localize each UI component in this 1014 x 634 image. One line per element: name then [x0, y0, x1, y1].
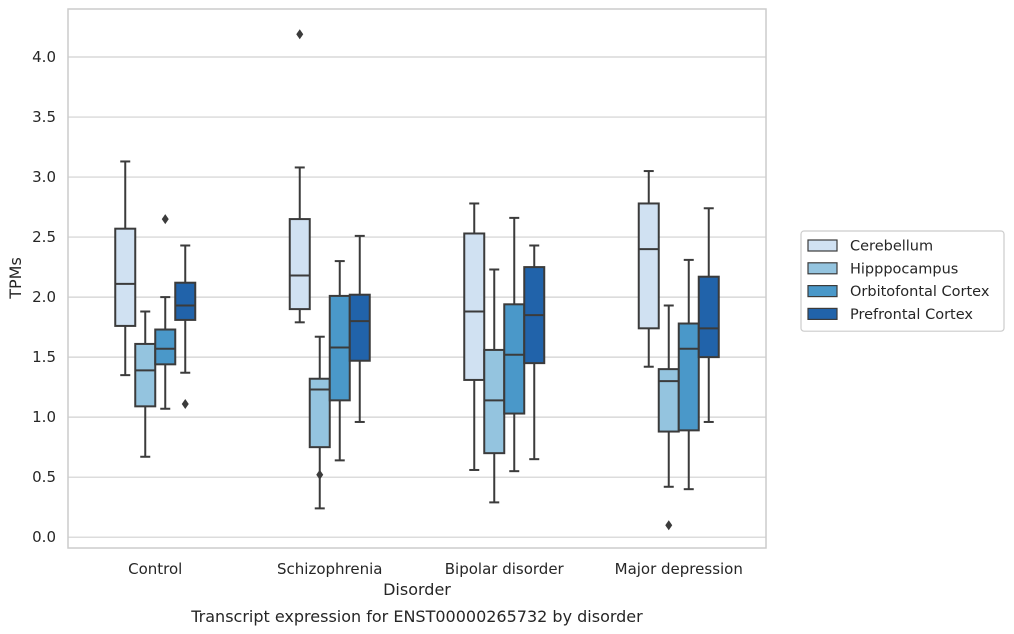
box-orbitofontal-cortex-major-depression — [677, 258, 700, 491]
box-iqr — [637, 202, 660, 330]
y-tick-label: 3.5 — [32, 108, 56, 126]
box-cerebellum-control — [114, 160, 137, 377]
outlier-point — [296, 29, 304, 40]
y-axis-ticks: 0.0 0.5 1.0 1.5 2.0 2.5 3.0 3.5 4.0 — [32, 48, 56, 546]
y-tick-label: 4.0 — [32, 48, 56, 66]
legend-swatch — [807, 262, 838, 275]
legend-label: Cerebellum — [850, 239, 933, 255]
box-iqr — [308, 377, 331, 449]
plot-area-frame — [67, 8, 767, 549]
x-axis-ticks: Control Schizophrenia Bipolar disorder Majo… — [128, 560, 743, 578]
box-orbitofontal-cortex-bipolar-disorder — [503, 216, 526, 473]
box-iqr — [503, 303, 526, 415]
box-cerebellum-bipolar-disorder — [463, 202, 486, 471]
y-axis-title: TPMs — [6, 257, 25, 300]
box-hipppocampus-control — [134, 310, 157, 458]
legend: Cerebellum Hipppocampus Orbitofontal Corte… — [800, 230, 1005, 332]
y-tick-label: 1.0 — [32, 408, 56, 426]
box-iqr — [174, 281, 197, 321]
y-tick-label: 2.5 — [32, 228, 56, 246]
series-orbitofontal-cortex — [154, 214, 700, 491]
outlier-point — [161, 214, 169, 225]
chart-caption: Transcript expression for ENST0000026573… — [190, 607, 643, 626]
gridlines — [68, 56, 766, 538]
box-orbitofontal-cortex-control — [154, 214, 177, 410]
legend-item-prefrontal-cortex: Prefrontal Cortex — [807, 307, 973, 323]
legend-label: Prefrontal Cortex — [850, 307, 973, 323]
box-prefrontal-cortex-bipolar-disorder — [523, 244, 546, 461]
x-axis-title: Disorder — [383, 580, 451, 599]
box-iqr — [114, 227, 137, 327]
box-prefrontal-cortex-control — [174, 244, 197, 409]
legend-item-hipppocampus: Hipppocampus — [807, 261, 958, 277]
y-tick-label: 1.5 — [32, 348, 56, 366]
legend-swatch — [807, 307, 838, 320]
box-hipppocampus-schizophrenia — [308, 335, 331, 510]
y-tick-label: 0.5 — [32, 468, 56, 486]
box-iqr — [154, 328, 177, 366]
box-prefrontal-cortex-major-depression — [697, 207, 720, 423]
box-iqr — [697, 275, 720, 359]
x-tick-label: Major depression — [615, 560, 743, 578]
box-iqr — [483, 348, 506, 455]
outlier-point — [665, 520, 673, 531]
y-tick-label: 2.0 — [32, 288, 56, 306]
x-tick-label: Schizophrenia — [277, 560, 382, 578]
legend-label: Orbitofontal Cortex — [850, 284, 990, 300]
y-tick-label: 0.0 — [32, 528, 56, 546]
box-series-group — [114, 29, 720, 531]
legend-frame — [800, 230, 1005, 332]
box-iqr — [288, 218, 311, 311]
box-orbitofontal-cortex-schizophrenia — [328, 260, 351, 462]
legend-swatch — [807, 285, 838, 298]
series-prefrontal-cortex — [174, 207, 720, 461]
y-tick-label: 3.0 — [32, 168, 56, 186]
outlier-point — [316, 469, 324, 480]
legend-item-orbitofontal-cortex: Orbitofontal Cortex — [807, 284, 990, 300]
box-iqr — [348, 293, 371, 362]
box-cerebellum-major-depression — [637, 170, 660, 368]
series-hipppocampus — [134, 268, 680, 531]
box-prefrontal-cortex-schizophrenia — [348, 234, 371, 423]
legend-label: Hipppocampus — [850, 261, 958, 277]
x-tick-label: Bipolar disorder — [445, 560, 565, 578]
box-iqr — [657, 368, 680, 433]
box-hipppocampus-bipolar-disorder — [483, 268, 506, 504]
series-cerebellum — [114, 29, 660, 471]
box-hipppocampus-major-depression — [657, 304, 680, 531]
box-cerebellum-schizophrenia — [288, 29, 311, 324]
box-iqr — [134, 342, 157, 408]
box-iqr — [463, 232, 486, 381]
x-tick-label: Control — [128, 560, 182, 578]
outlier-point — [181, 398, 189, 409]
legend-swatch — [807, 239, 838, 252]
legend-item-cerebellum: Cerebellum — [807, 239, 933, 255]
box-iqr — [677, 322, 700, 432]
